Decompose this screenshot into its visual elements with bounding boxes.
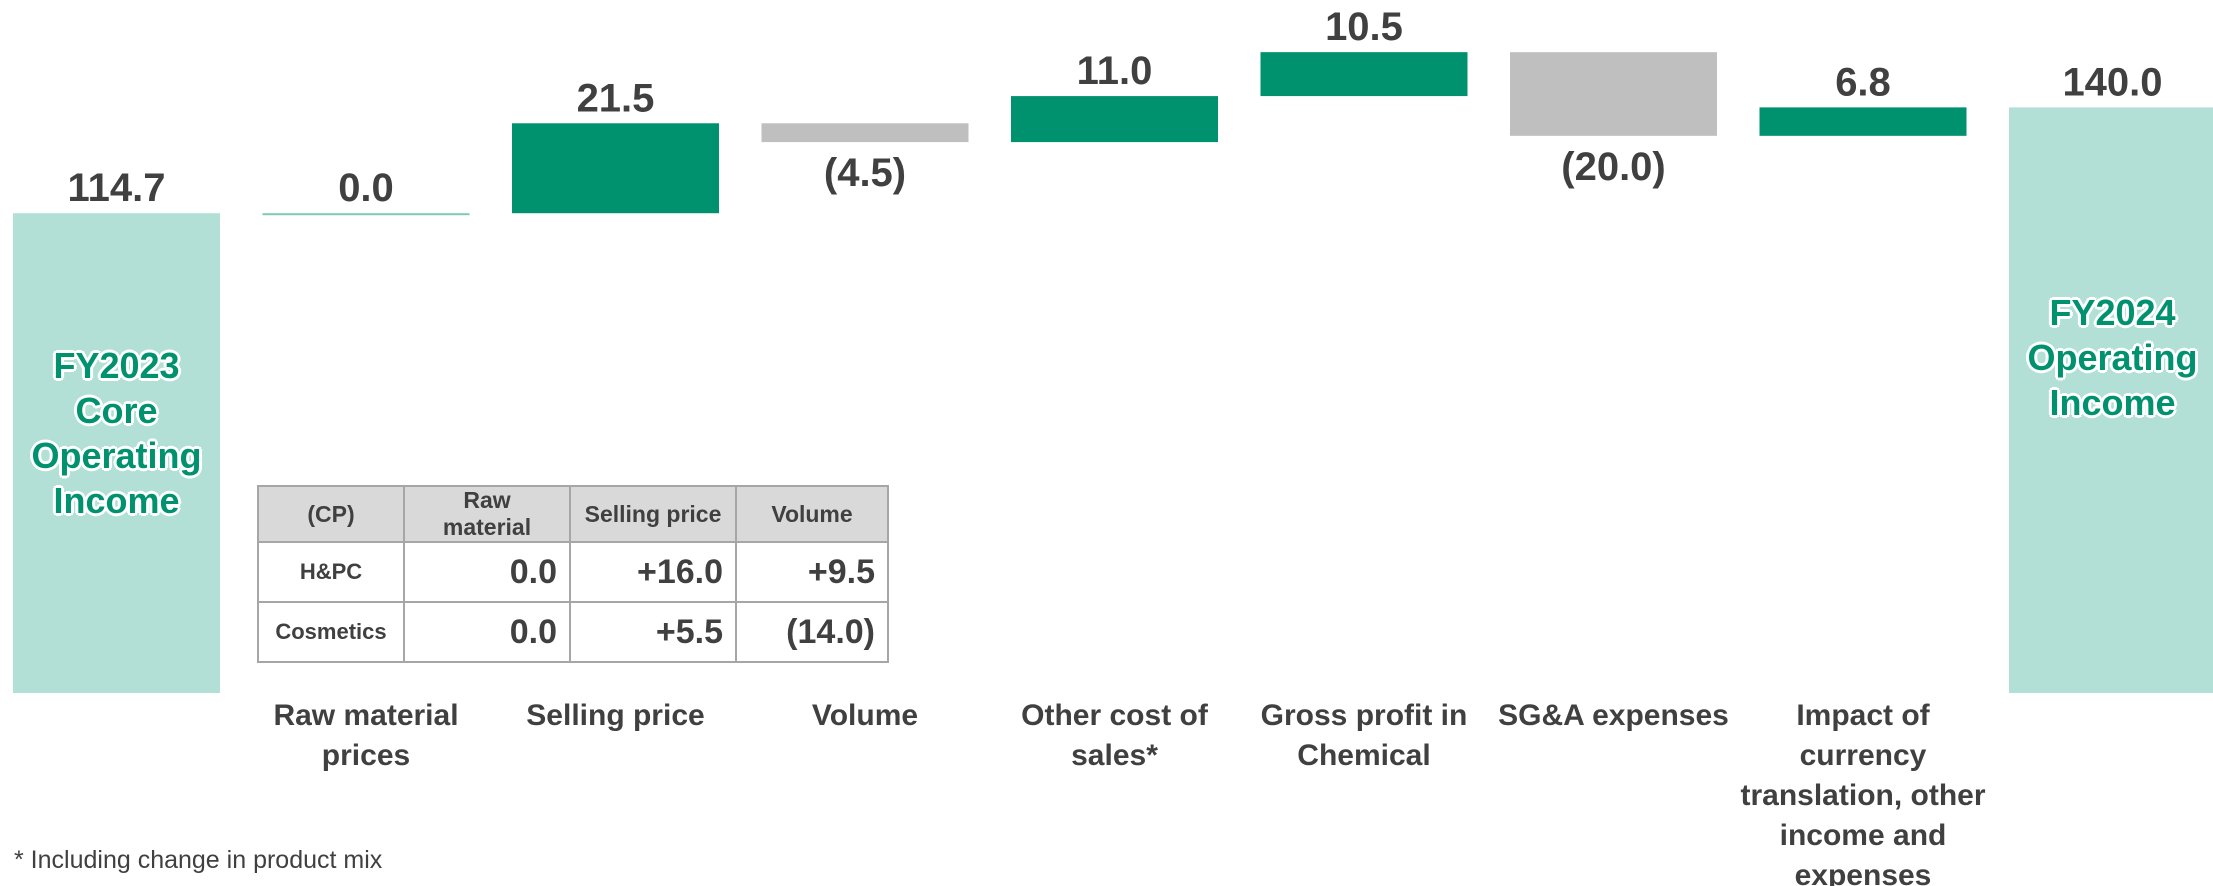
table-cell: H&PC [257, 541, 405, 603]
value-label: (4.5) [824, 151, 906, 195]
table-cell: +9.5 [735, 541, 889, 603]
category-label: Selling price [526, 699, 705, 732]
value-label: 140.0 [2062, 60, 2162, 104]
table-body: (CP) Raw material Selling price Volume H&PC 0… [257, 485, 889, 663]
table-cell: (CP) [257, 485, 405, 543]
category-label: Gross profit in Chemical [1260, 699, 1468, 772]
category-label: Impact of currency translation, other in… [1740, 699, 1986, 886]
table-cell: +16.0 [569, 541, 737, 603]
table-cell: (14.0) [735, 601, 889, 663]
table-cell: Cosmetics [257, 601, 405, 663]
table-cell: 0.0 [403, 541, 571, 603]
table-cell: Volume [735, 485, 889, 543]
bar [1510, 52, 1717, 136]
table-cell: 0.0 [403, 601, 571, 663]
table-cell: Selling price [569, 485, 737, 543]
value-label: 11.0 [1077, 49, 1153, 93]
value-label: 114.7 [68, 166, 166, 210]
bar [13, 213, 220, 693]
category-label: Raw material prices [273, 699, 459, 772]
bar [2009, 107, 2213, 693]
category-label: SG&A expenses [1498, 699, 1729, 732]
category-label: Volume [811, 699, 919, 732]
bar [262, 213, 470, 216]
table-row: (CP) Raw material Selling price Volume [257, 485, 889, 543]
bar [1011, 96, 1218, 143]
value-label: (20.0) [1561, 145, 1666, 189]
table-cell: +5.5 [569, 601, 737, 663]
value-label: 21.5 [577, 76, 655, 120]
value-label: 10.5 [1325, 5, 1403, 49]
bar [761, 123, 969, 143]
table-cell: Raw material [403, 485, 571, 543]
table-row: H&PC 0.0 +16.0 +9.5 [257, 541, 889, 603]
table-row: Cosmetics 0.0 +5.5 (14.0) [257, 601, 889, 663]
bar [1759, 107, 1967, 136]
category-label: Other cost of sales* [1021, 699, 1208, 772]
total-label: FY2024 Operating Income [2027, 292, 2198, 424]
inset-table: (CP) Raw material Selling price Volume H&PC 0… [257, 485, 889, 663]
total-label: FY2023 Core Operating Income [31, 345, 202, 522]
footnote: * Including change in product mix [14, 846, 383, 874]
bar [1260, 52, 1468, 97]
value-label: 0.0 [338, 166, 394, 210]
value-label: 6.8 [1835, 60, 1891, 104]
bar [512, 123, 719, 214]
